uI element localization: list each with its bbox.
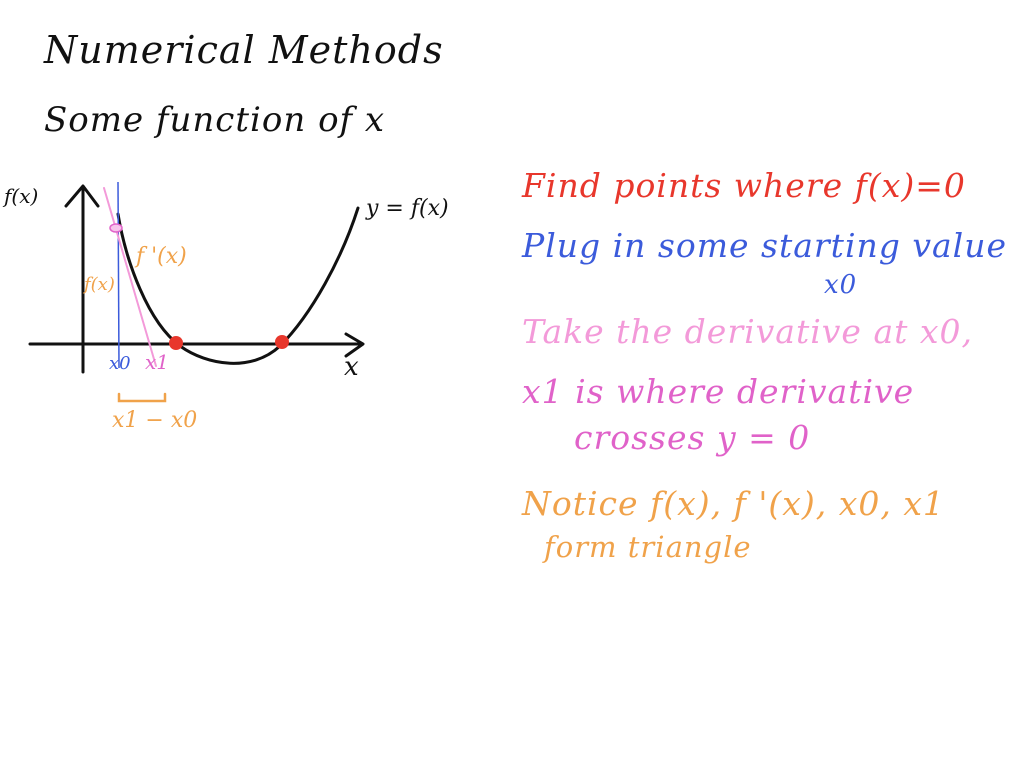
root-marker-2	[275, 335, 289, 349]
x1-label: x1	[145, 350, 170, 374]
note-derivative: Take the derivative at x0,	[522, 312, 973, 351]
page-title: Numerical Methods	[44, 28, 444, 72]
x0-vertical-line	[117, 181, 120, 369]
x-axis-arrowhead	[344, 332, 365, 358]
tangent-point	[109, 223, 123, 233]
note-notice: Notice f(x), f '(x), x0, x1	[522, 484, 945, 523]
page-subtitle: Some function of x	[44, 100, 386, 140]
note-plug-in-value: x0	[824, 270, 858, 300]
x0-label: x0	[109, 353, 131, 374]
note-x1-where: x1 is where derivative	[522, 372, 915, 411]
curve-label: y = f(x)	[366, 196, 449, 221]
fx-label: f(x)	[84, 274, 115, 295]
difference-label: x1 − x0	[112, 408, 198, 433]
note-triangle: form triangle	[544, 530, 752, 564]
function-curve	[116, 206, 360, 365]
derivative-label: f '(x)	[136, 244, 187, 269]
root-marker-1	[169, 336, 183, 350]
difference-bracket	[117, 392, 167, 403]
tangent-line	[103, 187, 157, 367]
y-axis-label: f(x)	[4, 184, 39, 208]
note-find-points: Find points where f(x)=0	[522, 166, 966, 205]
note-plug-in: Plug in some starting value	[522, 226, 1008, 265]
y-axis-arrowhead	[64, 184, 100, 208]
note-crosses: crosses y = 0	[574, 418, 811, 457]
x-axis-label: x	[344, 352, 359, 382]
